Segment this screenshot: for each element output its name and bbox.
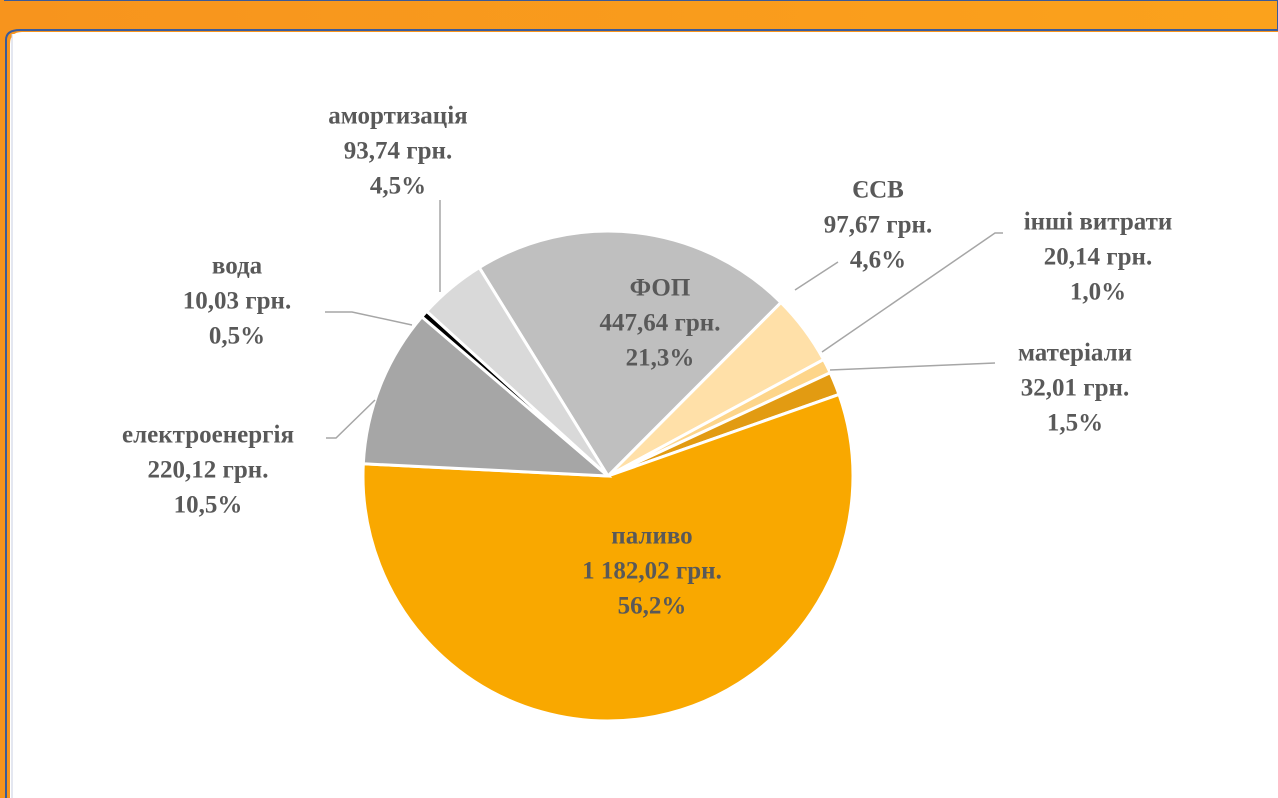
value-label: 220,12 грн. [148,457,269,484]
value-label: 10,03 грн. [183,288,291,315]
value-label: 93,74 грн. [344,138,452,165]
percent-label: 21,3% [626,345,695,372]
value-label: 20,14 грн. [1044,244,1152,271]
slice-label: ФОП [630,275,691,302]
leader-line [821,232,1003,353]
slice-label: вода [212,253,263,280]
header-band [4,0,1278,798]
pie-slice [361,392,855,723]
leader-line [794,261,839,291]
value-label: 447,64 грн. [600,310,721,337]
percent-label: 4,5% [370,173,426,200]
value-label: 1 182,02 грн. [582,558,722,585]
value-label: 32,01 грн. [1021,375,1129,402]
percent-label: 1,5% [1047,410,1103,437]
leader-line [325,311,413,326]
percent-label: 1,0% [1070,279,1126,306]
percent-label: 0,5% [209,323,265,350]
pie-slice [361,314,613,478]
percent-label: 10,5% [174,492,243,519]
pie-slice [477,229,784,479]
slice-label: ЄСВ [852,177,904,204]
percent-label: 56,2% [618,593,687,620]
percent-label: 4,6% [850,247,906,274]
slice-label: матеріали [1018,340,1132,367]
value-label: 97,67 грн. [824,212,932,239]
pie-slice [424,265,610,478]
leader-line [326,399,376,439]
slice-label: електроенергія [122,422,294,449]
slice-label: паливо [611,523,692,550]
slice-label: амортизація [328,103,467,130]
leader-line [829,362,996,371]
slice-label: інші витрати [1024,209,1173,236]
